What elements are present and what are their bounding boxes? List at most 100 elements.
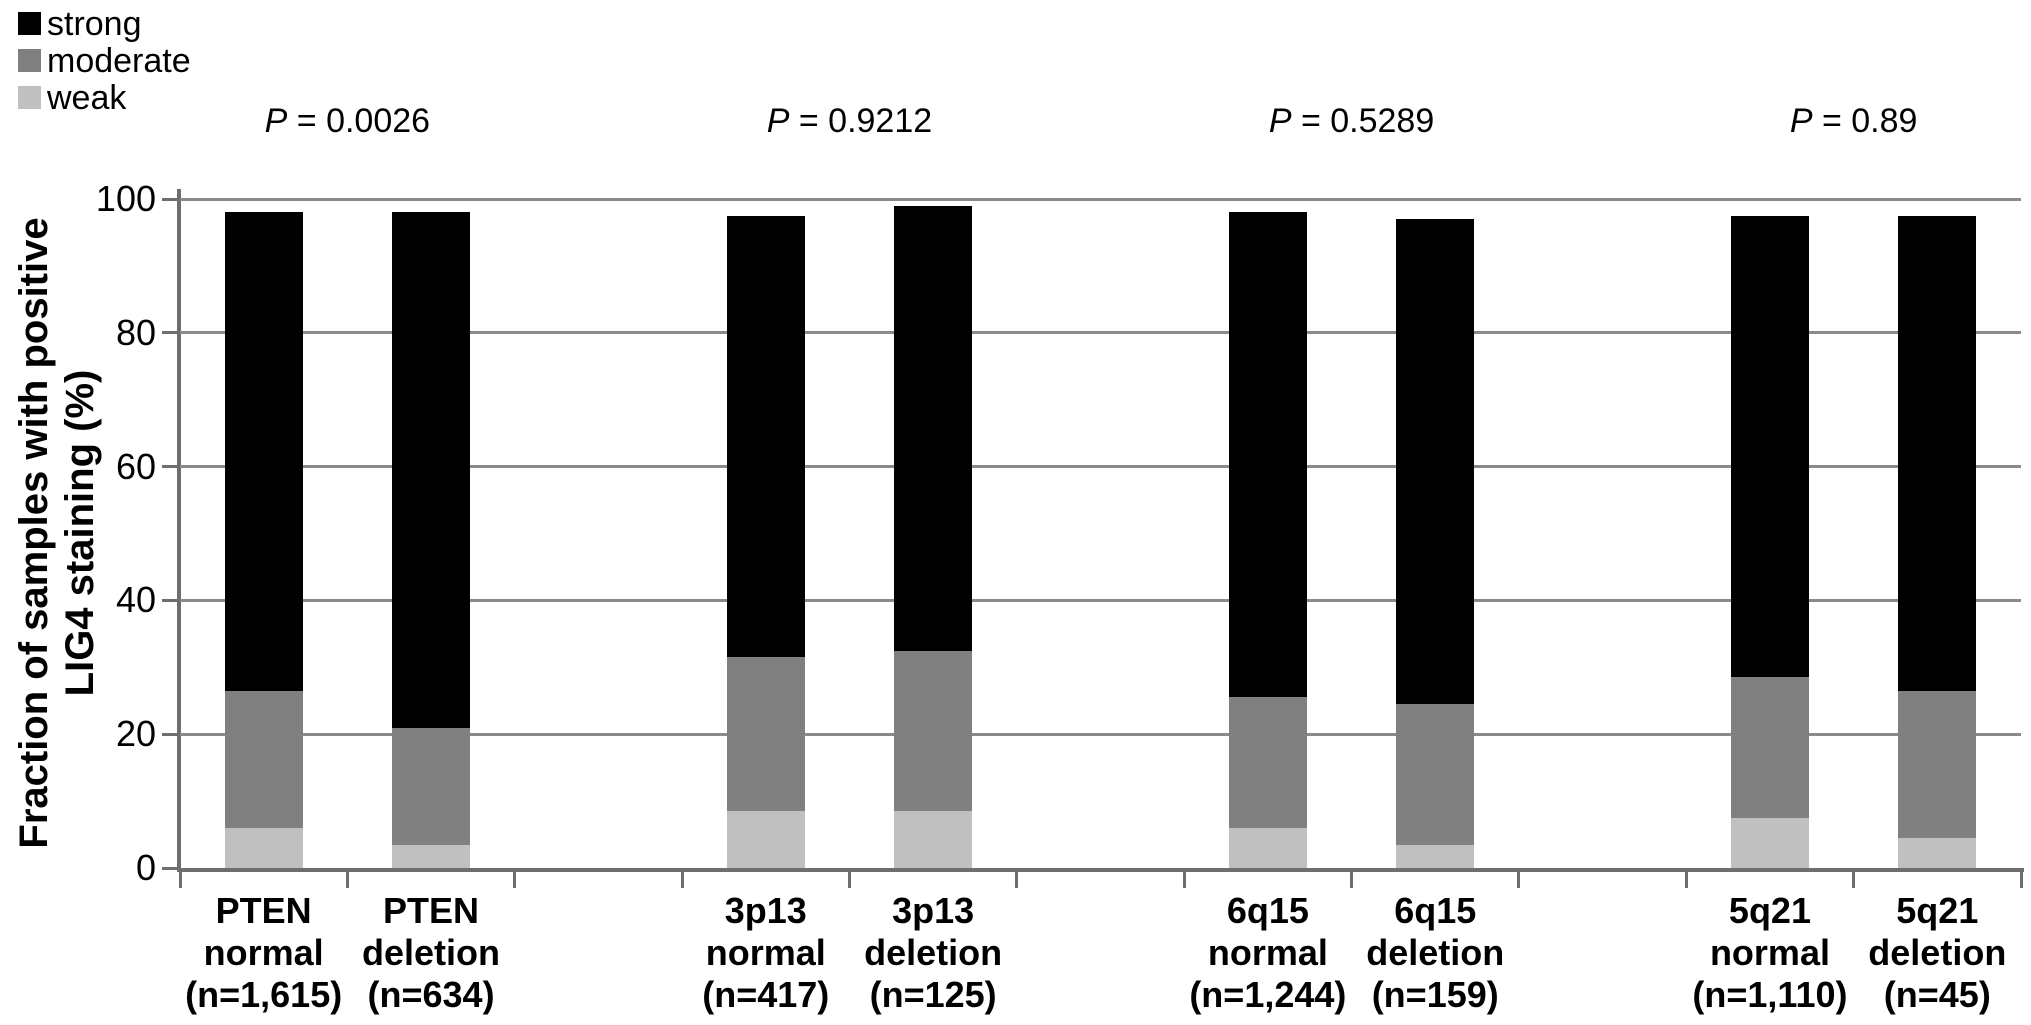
category-label: 6q15 normal (n=1,244) (1128, 890, 1408, 1016)
bar-segment-moderate (1396, 704, 1475, 845)
x-axis-tick (1350, 872, 1354, 888)
bar-segment-strong (1898, 215, 1977, 691)
category-label-line: normal (705, 932, 826, 973)
category-label-line: (n=634) (367, 974, 495, 1015)
category-label-line: 5q21 (1896, 890, 1979, 931)
category-label-line: 5q21 (1728, 890, 1811, 931)
category-label-line: normal (1709, 932, 1830, 973)
category-label: PTEN normal (n=1,615) (124, 890, 404, 1016)
p-value-label: P = 0.89 (1789, 102, 1918, 140)
bar-segment-weak (726, 811, 805, 868)
x-axis-tick (513, 872, 517, 888)
bar-segment-moderate (1228, 697, 1307, 828)
category-label-line: normal (203, 932, 324, 973)
bar-segment-strong (1730, 215, 1809, 678)
category-label-line: 6q15 (1394, 890, 1477, 931)
category-label-line: PTEN (215, 890, 312, 931)
category-label-line: 6q15 (1226, 890, 1309, 931)
y-axis-tick-label: 60 (115, 445, 156, 487)
p-value-label: P = 0.0026 (264, 102, 431, 140)
x-axis-tick (345, 872, 349, 888)
category-label-line: (n=1,110) (1692, 974, 1848, 1015)
legend-swatch-moderate-icon (18, 49, 41, 72)
bar-segment-strong (392, 212, 471, 728)
legend-swatch-weak-icon (18, 86, 41, 109)
legend-label: moderate (47, 41, 191, 80)
y-axis-tick (162, 866, 178, 870)
legend-item-weak: weak (18, 79, 191, 116)
legend-item-moderate: moderate (18, 42, 191, 79)
p-symbol: P (766, 102, 790, 140)
x-axis-tick (680, 872, 684, 888)
bar-segment-strong (894, 205, 973, 651)
category-label: 3p13 normal (n=417) (626, 890, 906, 1016)
bar-3p13-normal (726, 199, 805, 868)
x-axis-tick (178, 872, 182, 888)
category-label-line: (n=159) (1371, 974, 1499, 1015)
category-label: 3p13 deletion (n=125) (793, 890, 1073, 1016)
bar-pten-normal (224, 199, 303, 868)
gridline-100 (180, 197, 2021, 201)
category-label-line: (n=417) (702, 974, 830, 1015)
x-axis-tick (2019, 872, 2023, 888)
x-axis-line (177, 868, 2024, 872)
p-value-label: P = 0.9212 (766, 102, 933, 140)
y-axis-tick-label: 0 (135, 847, 156, 888)
category-label-line: deletion (1868, 932, 2007, 973)
p-symbol: P (1789, 102, 1813, 140)
bar-segment-moderate (894, 650, 973, 812)
category-label-line: (n=1,244) (1189, 974, 1347, 1015)
bar-pten-deletion (392, 199, 471, 868)
category-label-line: 3p13 (892, 890, 975, 931)
bar-segment-strong (224, 212, 303, 691)
gridline-60 (180, 465, 2021, 469)
x-axis-tick (1684, 872, 1688, 888)
bar-segment-weak (894, 811, 973, 868)
y-axis-tick-label: 80 (115, 311, 156, 353)
legend-label: strong (47, 4, 142, 43)
y-axis-tick (162, 732, 178, 736)
x-axis-tick (1182, 872, 1186, 888)
category-label-line: (n=125) (869, 974, 997, 1015)
p-symbol: P (1268, 102, 1292, 140)
category-label-line: normal (1207, 932, 1328, 973)
y-axis-tick-label: 40 (115, 579, 156, 621)
category-label-line: (n=1,615) (185, 974, 343, 1015)
bar-segment-strong (1228, 212, 1307, 698)
gridline-40 (180, 598, 2021, 602)
bar-segment-moderate (1730, 677, 1809, 818)
bar-segment-weak (1228, 827, 1307, 868)
y-axis-tick-label: 20 (115, 713, 156, 755)
bar-6q15-normal (1228, 199, 1307, 868)
bar-segment-moderate (392, 727, 471, 845)
bar-segment-moderate (726, 657, 805, 812)
bar-segment-weak (1730, 817, 1809, 868)
category-label: 6q15 deletion (n=159) (1295, 890, 1575, 1016)
bar-segment-strong (726, 215, 805, 658)
y-axis-tick (162, 197, 178, 201)
category-label: 5q21 deletion (n=45) (1797, 890, 2031, 1016)
legend-item-strong: strong (18, 5, 191, 42)
p-value-label: P = 0.5289 (1268, 102, 1435, 140)
bar-segment-strong (1396, 219, 1475, 705)
category-label-line: 3p13 (724, 890, 807, 931)
category-label-line: deletion (362, 932, 501, 973)
gridline-80 (180, 331, 2021, 335)
category-label-line: deletion (1366, 932, 1505, 973)
category-label-line: PTEN (383, 890, 480, 931)
bar-segment-moderate (1898, 690, 1977, 838)
bar-segment-moderate (224, 690, 303, 828)
x-axis-tick (1015, 872, 1019, 888)
y-axis-tick (162, 598, 178, 602)
bar-3p13-deletion (894, 199, 973, 868)
y-axis-tick (162, 465, 178, 469)
chart-legend: strong moderate weak (18, 5, 191, 116)
legend-label: weak (47, 78, 127, 117)
y-axis-tick-label: 100 (95, 178, 156, 219)
y-axis-line (177, 189, 181, 872)
plot-area (180, 197, 2021, 868)
bar-5q21-deletion (1898, 199, 1977, 868)
bar-segment-weak (224, 827, 303, 868)
gridline-20 (180, 732, 2021, 736)
